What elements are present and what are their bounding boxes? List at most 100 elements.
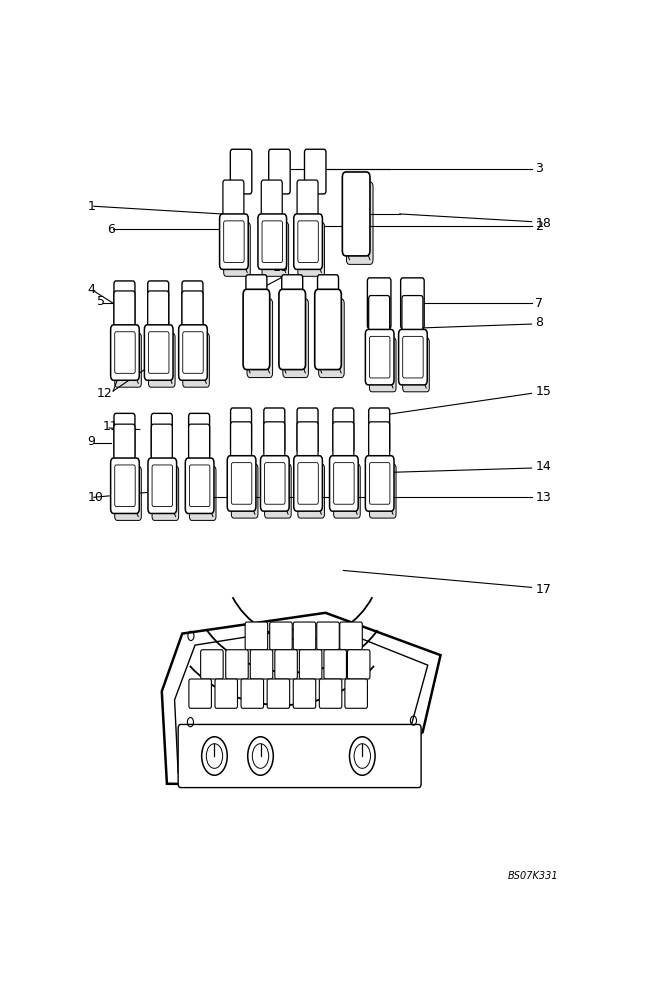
FancyBboxPatch shape [269, 149, 290, 194]
FancyBboxPatch shape [264, 408, 285, 453]
FancyBboxPatch shape [189, 679, 211, 708]
FancyBboxPatch shape [182, 281, 203, 326]
Text: 17: 17 [535, 583, 551, 596]
FancyBboxPatch shape [370, 464, 396, 518]
FancyBboxPatch shape [319, 679, 342, 708]
FancyBboxPatch shape [329, 456, 358, 511]
FancyBboxPatch shape [297, 180, 318, 219]
Text: 3: 3 [535, 162, 543, 175]
FancyBboxPatch shape [282, 275, 303, 319]
FancyBboxPatch shape [334, 464, 360, 518]
FancyBboxPatch shape [115, 333, 141, 387]
FancyBboxPatch shape [230, 408, 251, 453]
FancyBboxPatch shape [215, 679, 238, 708]
FancyBboxPatch shape [145, 325, 173, 380]
FancyBboxPatch shape [265, 464, 291, 518]
FancyBboxPatch shape [343, 172, 370, 256]
FancyBboxPatch shape [189, 467, 216, 520]
FancyBboxPatch shape [264, 422, 285, 460]
FancyBboxPatch shape [111, 325, 139, 380]
FancyBboxPatch shape [300, 650, 322, 679]
FancyBboxPatch shape [227, 456, 256, 511]
FancyBboxPatch shape [232, 464, 258, 518]
FancyBboxPatch shape [261, 180, 282, 219]
FancyBboxPatch shape [246, 275, 267, 319]
FancyBboxPatch shape [189, 424, 210, 463]
FancyBboxPatch shape [297, 408, 318, 453]
Text: 1: 1 [88, 200, 96, 213]
FancyBboxPatch shape [148, 333, 175, 387]
FancyBboxPatch shape [293, 679, 315, 708]
FancyBboxPatch shape [224, 221, 244, 262]
FancyBboxPatch shape [182, 291, 203, 329]
FancyBboxPatch shape [261, 456, 289, 511]
FancyBboxPatch shape [275, 650, 297, 679]
Text: 14: 14 [535, 460, 551, 473]
FancyBboxPatch shape [258, 214, 286, 269]
FancyBboxPatch shape [283, 299, 308, 378]
Text: BS07K331: BS07K331 [508, 871, 558, 881]
FancyBboxPatch shape [298, 464, 325, 518]
FancyBboxPatch shape [151, 413, 172, 458]
FancyBboxPatch shape [401, 278, 424, 329]
FancyBboxPatch shape [298, 221, 318, 262]
FancyBboxPatch shape [369, 408, 389, 453]
FancyBboxPatch shape [115, 332, 135, 373]
FancyBboxPatch shape [114, 413, 135, 458]
FancyBboxPatch shape [111, 458, 139, 513]
FancyBboxPatch shape [226, 650, 248, 679]
FancyBboxPatch shape [230, 422, 251, 460]
FancyBboxPatch shape [317, 622, 339, 650]
FancyBboxPatch shape [369, 296, 389, 334]
Text: 11: 11 [103, 420, 119, 433]
FancyBboxPatch shape [148, 458, 177, 513]
FancyBboxPatch shape [152, 465, 172, 507]
Text: 15: 15 [535, 385, 551, 398]
FancyBboxPatch shape [366, 329, 394, 385]
FancyBboxPatch shape [115, 465, 135, 507]
FancyBboxPatch shape [183, 332, 203, 373]
Text: 13: 13 [535, 491, 551, 504]
FancyBboxPatch shape [340, 622, 362, 650]
FancyBboxPatch shape [366, 456, 394, 511]
FancyBboxPatch shape [178, 724, 421, 788]
Text: 5: 5 [97, 295, 105, 308]
FancyBboxPatch shape [230, 149, 252, 194]
FancyBboxPatch shape [185, 458, 214, 513]
FancyBboxPatch shape [232, 463, 252, 504]
FancyBboxPatch shape [148, 281, 169, 326]
FancyBboxPatch shape [317, 275, 339, 319]
FancyBboxPatch shape [293, 622, 315, 650]
FancyBboxPatch shape [243, 289, 270, 370]
Text: 12: 12 [97, 387, 113, 400]
FancyBboxPatch shape [346, 182, 373, 264]
FancyBboxPatch shape [279, 289, 306, 370]
FancyBboxPatch shape [114, 291, 135, 329]
FancyBboxPatch shape [262, 222, 288, 276]
FancyBboxPatch shape [297, 422, 318, 460]
FancyBboxPatch shape [304, 149, 326, 194]
FancyBboxPatch shape [250, 650, 273, 679]
FancyBboxPatch shape [333, 422, 354, 460]
FancyBboxPatch shape [223, 180, 244, 219]
Text: 2: 2 [535, 220, 543, 233]
FancyBboxPatch shape [345, 679, 368, 708]
FancyBboxPatch shape [333, 408, 354, 453]
Text: 18: 18 [273, 261, 289, 274]
FancyBboxPatch shape [399, 329, 427, 385]
FancyBboxPatch shape [224, 222, 250, 276]
FancyBboxPatch shape [370, 338, 396, 392]
FancyBboxPatch shape [179, 325, 207, 380]
Text: 7: 7 [535, 297, 543, 310]
Text: 6: 6 [107, 223, 115, 236]
Text: 18: 18 [535, 217, 551, 230]
FancyBboxPatch shape [294, 456, 322, 511]
FancyBboxPatch shape [245, 622, 268, 650]
FancyBboxPatch shape [369, 422, 389, 460]
FancyBboxPatch shape [315, 289, 341, 370]
FancyBboxPatch shape [265, 463, 285, 504]
FancyBboxPatch shape [370, 336, 390, 378]
FancyBboxPatch shape [270, 622, 292, 650]
FancyBboxPatch shape [152, 467, 179, 520]
Text: 4: 4 [88, 283, 96, 296]
